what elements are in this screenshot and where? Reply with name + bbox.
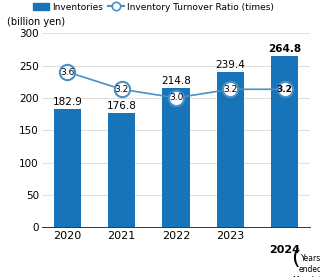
Text: 214.8: 214.8 xyxy=(161,76,191,86)
Bar xyxy=(163,88,189,227)
Text: 182.9: 182.9 xyxy=(52,97,82,107)
Text: (billion yen): (billion yen) xyxy=(7,17,65,27)
Bar xyxy=(217,72,244,227)
Text: (: ( xyxy=(291,248,300,268)
Text: 264.8: 264.8 xyxy=(268,44,301,54)
Legend: Inventories, Inventory Turnover Ratio (times): Inventories, Inventory Turnover Ratio (t… xyxy=(33,3,274,12)
Text: 3.2: 3.2 xyxy=(277,85,292,94)
Text: 3.6: 3.6 xyxy=(60,68,75,76)
Bar xyxy=(271,56,298,227)
Text: 3.2: 3.2 xyxy=(115,85,129,94)
Text: 176.8: 176.8 xyxy=(107,101,137,111)
Bar xyxy=(108,113,135,227)
Bar xyxy=(54,109,81,227)
Text: 239.4: 239.4 xyxy=(215,60,245,70)
Text: Years
ended
March 31: Years ended March 31 xyxy=(293,254,320,277)
Text: 3.0: 3.0 xyxy=(169,93,183,102)
Text: 2024: 2024 xyxy=(269,245,300,255)
Text: 3.2: 3.2 xyxy=(223,85,237,94)
